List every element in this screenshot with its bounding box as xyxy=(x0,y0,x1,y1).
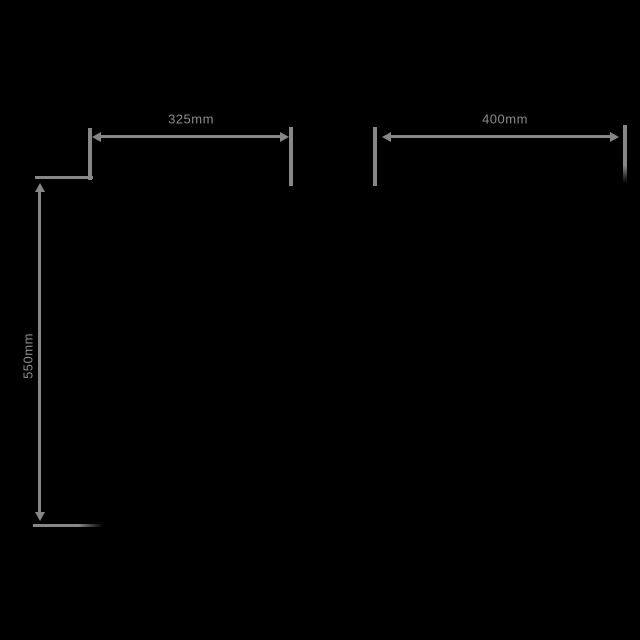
extension-line-top xyxy=(35,176,93,179)
arrowhead-right-icon xyxy=(610,131,619,142)
arrowhead-down-icon xyxy=(34,512,45,521)
extension-line-right xyxy=(289,127,293,186)
extension-line-bottom xyxy=(33,524,103,527)
dimension-label-left-height: 550mm xyxy=(20,333,36,379)
dimension-line xyxy=(389,135,612,138)
extension-line-right xyxy=(623,125,627,183)
extension-line-left xyxy=(373,127,377,186)
extension-line-left xyxy=(88,128,92,180)
arrowhead-left-icon xyxy=(92,131,101,142)
dimension-label-top-right: 400mm xyxy=(482,111,528,127)
arrowhead-up-icon xyxy=(34,183,45,192)
dimension-line xyxy=(99,135,282,138)
dimension-line xyxy=(38,190,41,514)
arrowhead-left-icon xyxy=(382,131,391,142)
dimension-label-top-left: 325mm xyxy=(168,111,214,127)
arrowhead-right-icon xyxy=(280,131,289,142)
